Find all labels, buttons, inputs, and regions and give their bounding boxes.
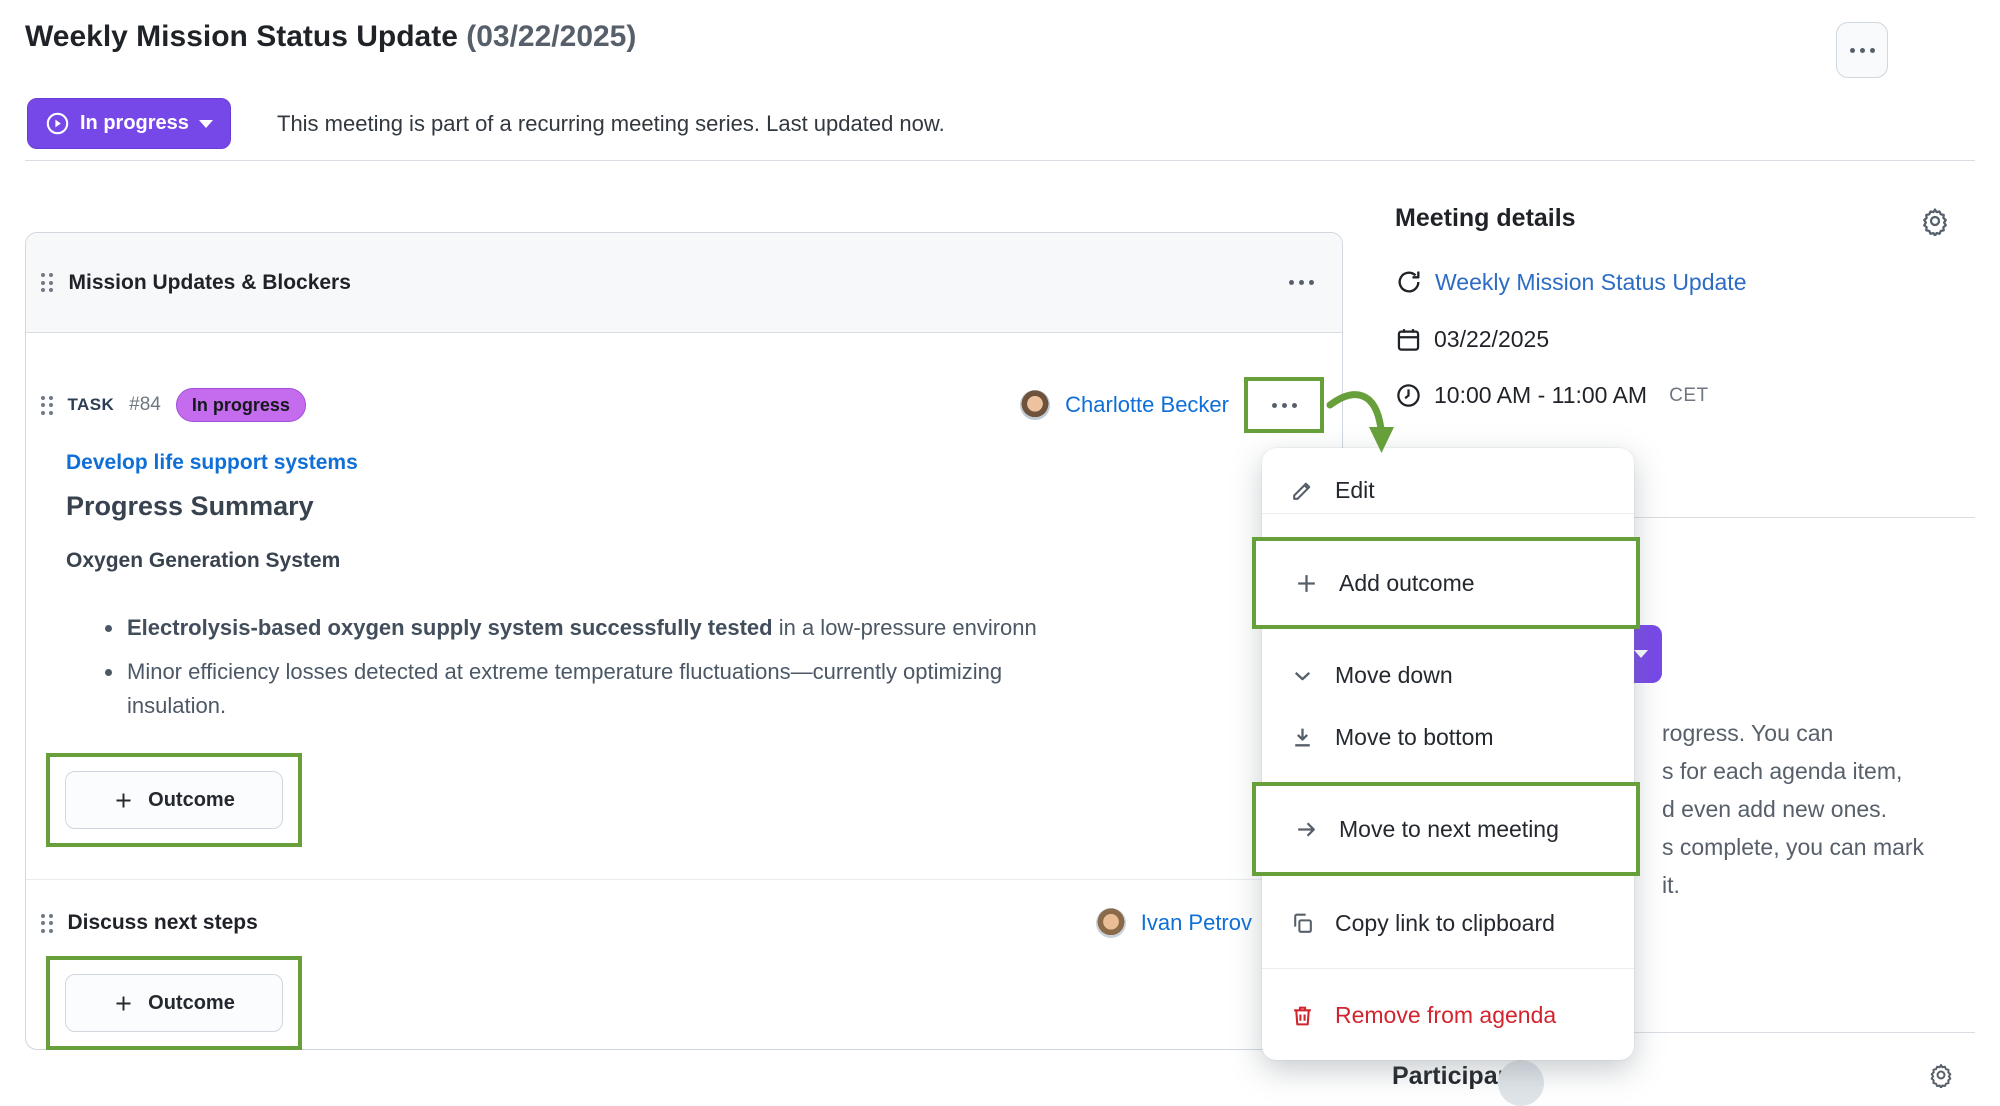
add-outcome-button-2[interactable]: Outcome (65, 974, 283, 1032)
kebab-icon (1289, 280, 1314, 285)
meeting-details-heading: Meeting details (1395, 204, 1576, 232)
kebab-icon (1271, 402, 1297, 408)
page-title-text: Weekly Mission Status Update (25, 20, 458, 53)
discuss-row: Discuss next steps Ivan Petrov (26, 899, 1342, 947)
agenda-item-divider (26, 879, 1342, 880)
menu-item-edit[interactable]: Edit (1262, 466, 1634, 514)
avatar-charlotte-becker[interactable] (1020, 390, 1051, 420)
task-context-menu: Edit Add outcome Move down Move to botto… (1252, 448, 1640, 1060)
sidebar-divider (1395, 517, 1975, 518)
outcome-highlight-box: Outcome (46, 956, 302, 1050)
caret-down-icon (198, 119, 213, 128)
trash-icon (1294, 1006, 1311, 1025)
menu-highlight-box: Add outcome (1252, 537, 1640, 629)
avatar-ivan-petrov[interactable] (1095, 908, 1126, 938)
section-kebab-button[interactable] (1289, 280, 1314, 285)
plus-icon (116, 996, 131, 1010)
task-note-item: Minor efficiency losses detected at extr… (101, 655, 1331, 723)
assignee-link-charlotte-becker[interactable]: Charlotte Becker (1065, 392, 1229, 417)
task-note-item: Electrolysis-based oxygen supply system … (101, 611, 1331, 645)
plus-icon (1298, 574, 1315, 592)
page-title: Weekly Mission Status Update (03/22/2025… (25, 20, 636, 54)
task-number: #84 (129, 394, 161, 415)
kebab-icon (1849, 47, 1875, 53)
participants-avatar-placeholder (1498, 1060, 1544, 1106)
sidebar-help-text: rogress. You can s for each agenda item,… (1662, 720, 1925, 898)
add-outcome-button[interactable]: Outcome (65, 771, 283, 829)
discuss-title: Discuss next steps (67, 911, 258, 934)
task-row: TASK #84 In progress Charlotte Becker (26, 377, 1342, 433)
agenda-section-title: Mission Updates & Blockers (68, 270, 351, 294)
task-type-label: TASK (67, 395, 115, 414)
drag-handle-icon[interactable] (41, 913, 53, 933)
annotation-arrow (1326, 391, 1394, 453)
page-kebab-button[interactable] (1836, 22, 1888, 78)
outcome-highlight-box: Outcome (46, 753, 302, 847)
task-kebab-highlight-box (1244, 377, 1324, 433)
meeting-details-settings-button[interactable] (1920, 206, 1950, 236)
meeting-time-row: 10:00 AM - 11:00 AM CET (1395, 382, 1709, 409)
agenda-section-header: Mission Updates & Blockers (26, 233, 1342, 333)
task-progress-heading: Progress Summary (66, 491, 314, 521)
meeting-series-row: Weekly Mission Status Update (1395, 268, 1747, 296)
task-title-link[interactable]: Develop life support systems (66, 451, 358, 474)
menu-item-add-outcome[interactable]: Add outcome (1256, 559, 1636, 607)
meeting-status-label: In progress (80, 112, 189, 134)
drag-handle-icon[interactable] (41, 273, 53, 292)
copy-icon (1294, 913, 1312, 933)
header-divider (25, 160, 1975, 161)
meeting-date: 03/22/2025 (1434, 326, 1550, 352)
task-notes-list: Electrolysis-based oxygen supply system … (101, 611, 1331, 733)
pencil-icon (1293, 482, 1311, 500)
menu-item-copy-link[interactable]: Copy link to clipboard (1262, 899, 1634, 947)
drag-handle-icon[interactable] (41, 395, 53, 415)
participants-settings-icon[interactable] (1928, 1062, 1954, 1088)
meeting-timezone: CET (1669, 384, 1709, 406)
caret-down-icon (1634, 650, 1648, 658)
calendar-icon (1397, 329, 1420, 351)
menu-item-move-down[interactable]: Move down (1262, 651, 1634, 699)
menu-item-move-to-next-meeting[interactable]: Move to next meeting (1256, 805, 1636, 853)
meeting-status-button[interactable]: In progress (27, 98, 231, 149)
task-subheading: Oxygen Generation System (66, 549, 341, 572)
plus-icon (116, 793, 131, 807)
chevron-down-icon (1294, 671, 1311, 680)
menu-item-remove-from-agenda[interactable]: Remove from agenda (1262, 991, 1634, 1039)
play-circle-icon (46, 112, 69, 135)
meeting-status-note: This meeting is part of a recurring meet… (277, 110, 945, 136)
gear-icon (1930, 1064, 1952, 1088)
meeting-series-link[interactable]: Weekly Mission Status Update (1435, 268, 1747, 295)
task-kebab-button[interactable] (1271, 402, 1297, 408)
agenda-card: Mission Updates & Blockers TASK #84 In p… (25, 232, 1343, 1050)
gear-icon (1923, 208, 1947, 236)
meeting-time: 10:00 AM - 11:00 AM (1434, 382, 1648, 408)
menu-item-move-to-bottom[interactable]: Move to bottom (1262, 713, 1634, 761)
task-status-badge[interactable]: In progress (175, 388, 306, 422)
recurring-icon (1398, 271, 1420, 293)
sidebar-divider (1395, 1032, 1975, 1033)
menu-highlight-box: Move to next meeting (1252, 782, 1640, 876)
menu-divider (1262, 968, 1634, 969)
move-to-bottom-icon (1295, 728, 1310, 746)
menu-divider (1262, 513, 1634, 514)
clock-icon (1397, 384, 1420, 407)
arrow-right-icon (1298, 821, 1315, 837)
assignee-link-ivan-petrov[interactable]: Ivan Petrov (1140, 910, 1252, 935)
meeting-date-row: 03/22/2025 (1395, 326, 1549, 353)
page-title-date: (03/22/2025) (466, 20, 637, 53)
